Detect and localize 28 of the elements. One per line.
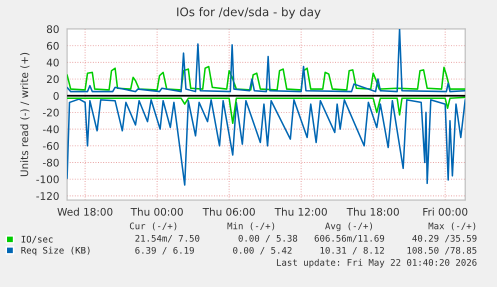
text: Last update: Fri May 22 01:40:20 2026 — [276, 258, 477, 268]
text: 21.54m/ 7.50 0.00 / 5.38 606.56m/11.69 40.29 /35.59 — [135, 234, 477, 242]
x-tick-label: Thu 00:00 — [130, 208, 183, 216]
y-axis-title: Units read (-) / write (+) — [20, 52, 30, 176]
y-tick-label: 40 — [46, 58, 59, 66]
y-tick-label: -100 — [36, 175, 59, 184]
y-tick-label: 20 — [46, 75, 59, 84]
text: 6.39 / 6.19 0.00 / 5.42 10.31 / 8.12 108.50 /78.85 — [135, 246, 476, 254]
x-tick-label: Fri 00:00 — [423, 208, 468, 216]
legend-label: Req Size (KB) — [21, 246, 90, 256]
y-tick-label: 0 — [54, 92, 59, 100]
x-tick-label: Thu 18:00 — [346, 208, 399, 216]
y-tick-label: 80 — [46, 25, 59, 34]
text: Cur (-/+) Min (-/+) Avg (-/+) Max (-/+) — [130, 222, 476, 232]
x-tick-label: Wed 18:00 — [57, 208, 112, 216]
line-series — [67, 96, 466, 124]
x-tick-label: Thu 12:00 — [274, 208, 327, 216]
line-series — [67, 98, 466, 186]
legend-label: IO/sec — [22, 236, 53, 244]
y-tick-label: -60 — [42, 142, 59, 150]
line-series — [67, 66, 466, 91]
y-tick-label: -20 — [42, 108, 59, 117]
chart-title: IOs for /dev/sda - by day — [177, 7, 321, 19]
x-tick-label: Thu 06:00 — [202, 208, 255, 216]
y-tick-label: -80 — [42, 158, 59, 167]
y-tick-label: -120 — [36, 192, 59, 200]
y-tick-label: 60 — [46, 42, 59, 50]
y-tick-label: -40 — [42, 125, 59, 134]
